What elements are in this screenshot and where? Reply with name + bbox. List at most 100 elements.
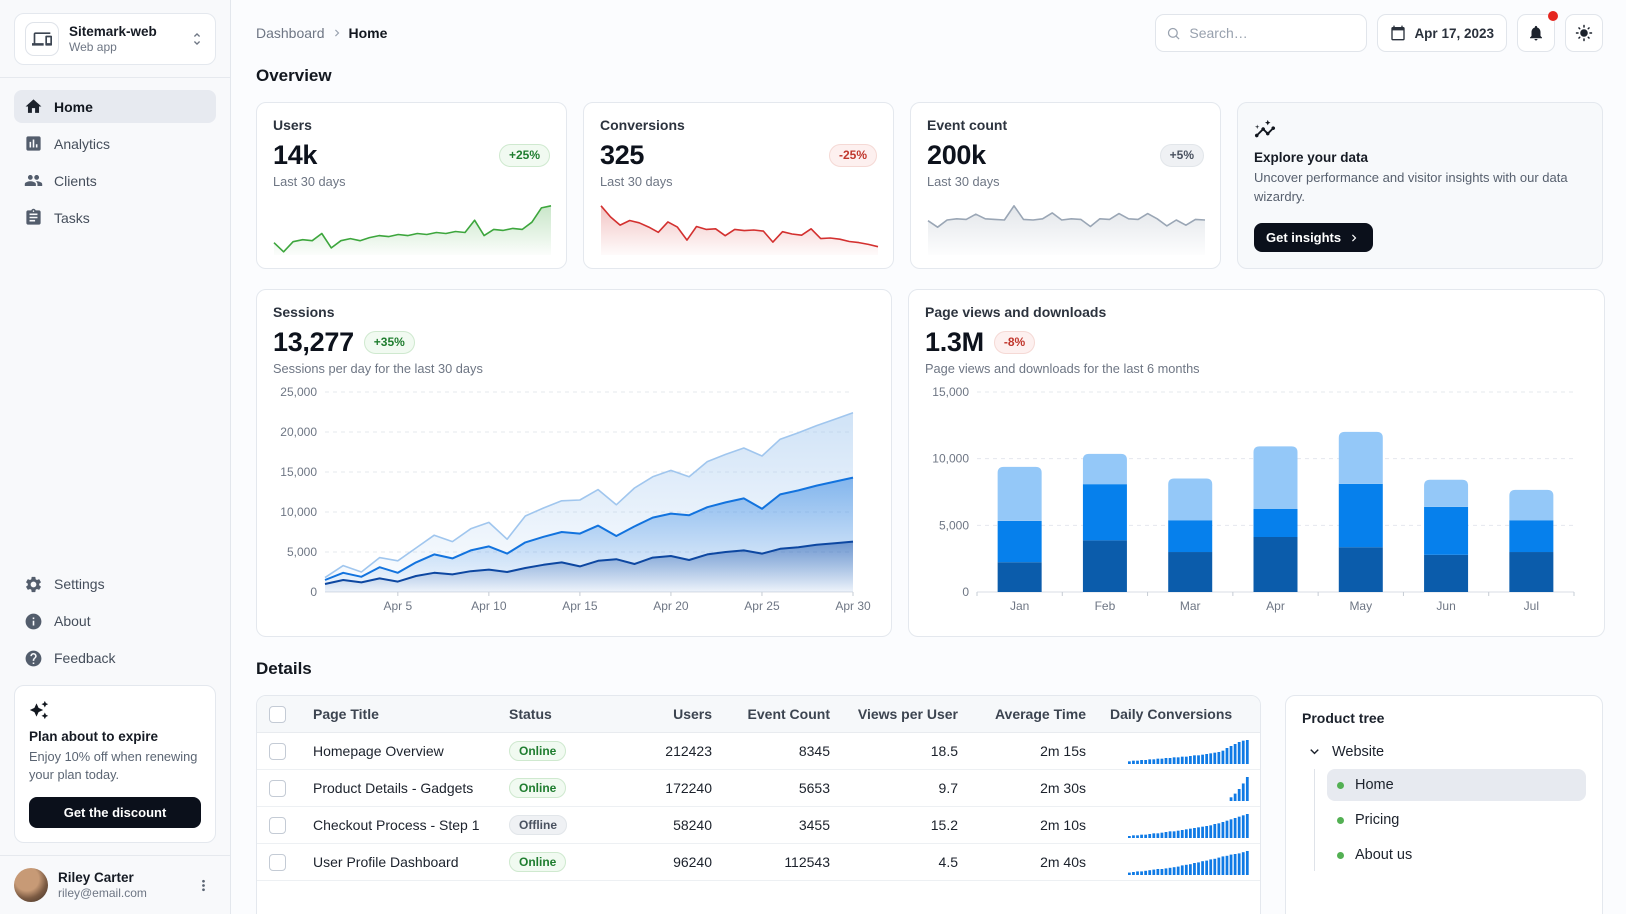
tasks-icon [26, 208, 41, 225]
cell-views-per-user: 15.2 [842, 806, 970, 844]
svg-text:Mar: Mar [1180, 599, 1201, 613]
svg-text:Apr 15: Apr 15 [562, 599, 598, 613]
sidebar-item-feedback[interactable]: Feedback [14, 642, 216, 675]
pageviews-chart-card: Page views and downloads 1.3M -8% Page v… [908, 289, 1605, 637]
column-header[interactable]: Page Title [301, 696, 497, 733]
column-header[interactable]: Users [589, 696, 724, 733]
svg-text:Apr: Apr [1266, 599, 1285, 613]
svg-text:25,000: 25,000 [280, 385, 317, 399]
stat-title: Users [273, 117, 312, 133]
stat-caption: Last 30 days [273, 174, 346, 189]
sidebar-item-settings[interactable]: Settings [14, 568, 216, 601]
stat-value: 200k [927, 140, 986, 170]
search-box [1155, 14, 1368, 52]
chart-title: Page views and downloads [925, 304, 1107, 320]
sidebar: Sitemark-web Web app Home Analytics Clie… [0, 0, 231, 914]
column-header[interactable]: Average Time [970, 696, 1098, 733]
status-badge: Online [509, 778, 567, 799]
pageviews-bar-chart: 0 5,000 10,000 15,000 Jan Feb Mar Apr May Jun Jul [932, 385, 1575, 613]
breadcrumb-parent[interactable]: Dashboard [256, 25, 325, 41]
chart-value: 1.3M [925, 327, 984, 357]
tree-item-label: Pricing [1355, 812, 1400, 828]
cell-event-count: 3455 [724, 806, 842, 844]
details-title: Details [256, 659, 312, 678]
explore-title: Explore your data [1254, 150, 1369, 165]
chart-title: Sessions [273, 304, 335, 320]
tree-node-label: Website [1332, 743, 1385, 760]
chart-value: 13,277 [273, 327, 354, 357]
chevron-right-icon [330, 26, 344, 40]
details-table: Page Title Status Users Event Count View… [257, 696, 1260, 881]
conversions-sparkline-chart [600, 205, 879, 255]
tree-item-home[interactable]: Home [1327, 769, 1586, 801]
get-discount-button[interactable]: Get the discount [29, 797, 201, 828]
cell-users: 212423 [589, 732, 724, 770]
tree-item-pricing[interactable]: Pricing [1327, 804, 1586, 836]
users-sparkline-chart [273, 205, 552, 255]
avatar [14, 868, 48, 902]
chevron-down-icon [1310, 749, 1319, 755]
chevron-right-icon [1352, 234, 1357, 241]
people-icon [24, 174, 43, 187]
trend-badge: -25% [828, 144, 877, 167]
conversions-stat-card[interactable]: Conversions 325 -25% Last 30 days [583, 102, 894, 269]
sparkle-icon [29, 700, 201, 720]
cell-average-time: 2m 15s [970, 732, 1098, 770]
notification-badge [1548, 11, 1558, 21]
row-checkbox[interactable] [269, 853, 286, 871]
sidebar-item-label: Settings [54, 576, 105, 593]
daily-conversions-sparkline [1229, 776, 1249, 801]
user-options-button[interactable] [191, 873, 216, 898]
workspace-selector[interactable]: Sitemark-web Web app [14, 13, 216, 65]
svg-text:Jul: Jul [1524, 599, 1539, 613]
trend-badge: -8% [993, 331, 1036, 354]
notifications-button[interactable] [1517, 11, 1558, 52]
table-header-row: Page Title Status Users Event Count View… [257, 696, 1260, 733]
gear-icon [26, 576, 41, 593]
sidebar-item-label: Tasks [54, 209, 90, 226]
event-count-stat-card[interactable]: Event count 200k +5% Last 30 days [910, 102, 1221, 269]
sidebar-item-clients[interactable]: Clients [14, 164, 216, 197]
green-dot-icon [1337, 816, 1344, 824]
table-row: User Profile Dashboard Online 96240 1125… [257, 843, 1260, 881]
column-header[interactable]: Status [497, 696, 589, 733]
row-checkbox[interactable] [269, 816, 286, 834]
user-name: Riley Carter [58, 870, 134, 885]
row-checkbox[interactable] [269, 779, 286, 797]
search-input[interactable] [1189, 25, 1357, 41]
sidebar-item-home[interactable]: Home [14, 90, 216, 123]
status-badge: Online [509, 741, 567, 762]
date-picker-button[interactable]: Apr 17, 2023 [1377, 14, 1507, 52]
workspace-name: Sitemark-web [69, 24, 157, 39]
chart-caption: Sessions per day for the last 30 days [273, 361, 483, 376]
promo-body: Enjoy 10% off when renewing your plan to… [29, 748, 198, 783]
sidebar-item-analytics[interactable]: Analytics [14, 127, 216, 160]
cell-event-count: 112543 [724, 843, 842, 881]
sidebar-item-label: Analytics [54, 135, 111, 152]
theme-toggle-button[interactable] [1565, 14, 1603, 52]
tree-node-website[interactable]: Website [1302, 736, 1586, 767]
row-checkbox[interactable] [269, 742, 286, 760]
sidebar-item-tasks[interactable]: Tasks [14, 201, 216, 234]
column-header[interactable]: Event Count [724, 696, 842, 733]
select-all-checkbox[interactable] [269, 705, 286, 723]
svg-text:Jun: Jun [1436, 599, 1455, 613]
tree-item-about-us[interactable]: About us [1327, 839, 1586, 871]
unfold-more-icon [189, 31, 205, 47]
get-insights-button[interactable]: Get insights [1254, 223, 1374, 252]
tree-item-label: About us [1355, 847, 1413, 863]
cell-views-per-user: 18.5 [842, 732, 970, 770]
cell-users: 96240 [589, 843, 724, 881]
table-row: Checkout Process - Step 1 Offline 58240 … [257, 806, 1260, 844]
users-stat-card[interactable]: Users 14k +25% Last 30 days [256, 102, 567, 269]
sidebar-item-about[interactable]: About [14, 605, 216, 638]
tree-children: Home Pricing About us [1314, 769, 1586, 871]
user-profile-row: Riley Carter riley@email.com [0, 855, 230, 914]
table-row: Homepage Overview Online 212423 8345 18.… [257, 732, 1260, 770]
column-header[interactable]: Views per User [842, 696, 970, 733]
eventcount-sparkline-chart [927, 205, 1206, 255]
column-header[interactable]: Daily Conversions [1098, 696, 1260, 733]
svg-text:15,000: 15,000 [280, 465, 317, 479]
cell-average-time: 2m 10s [970, 806, 1098, 844]
date-label: Apr 17, 2023 [1414, 25, 1494, 41]
